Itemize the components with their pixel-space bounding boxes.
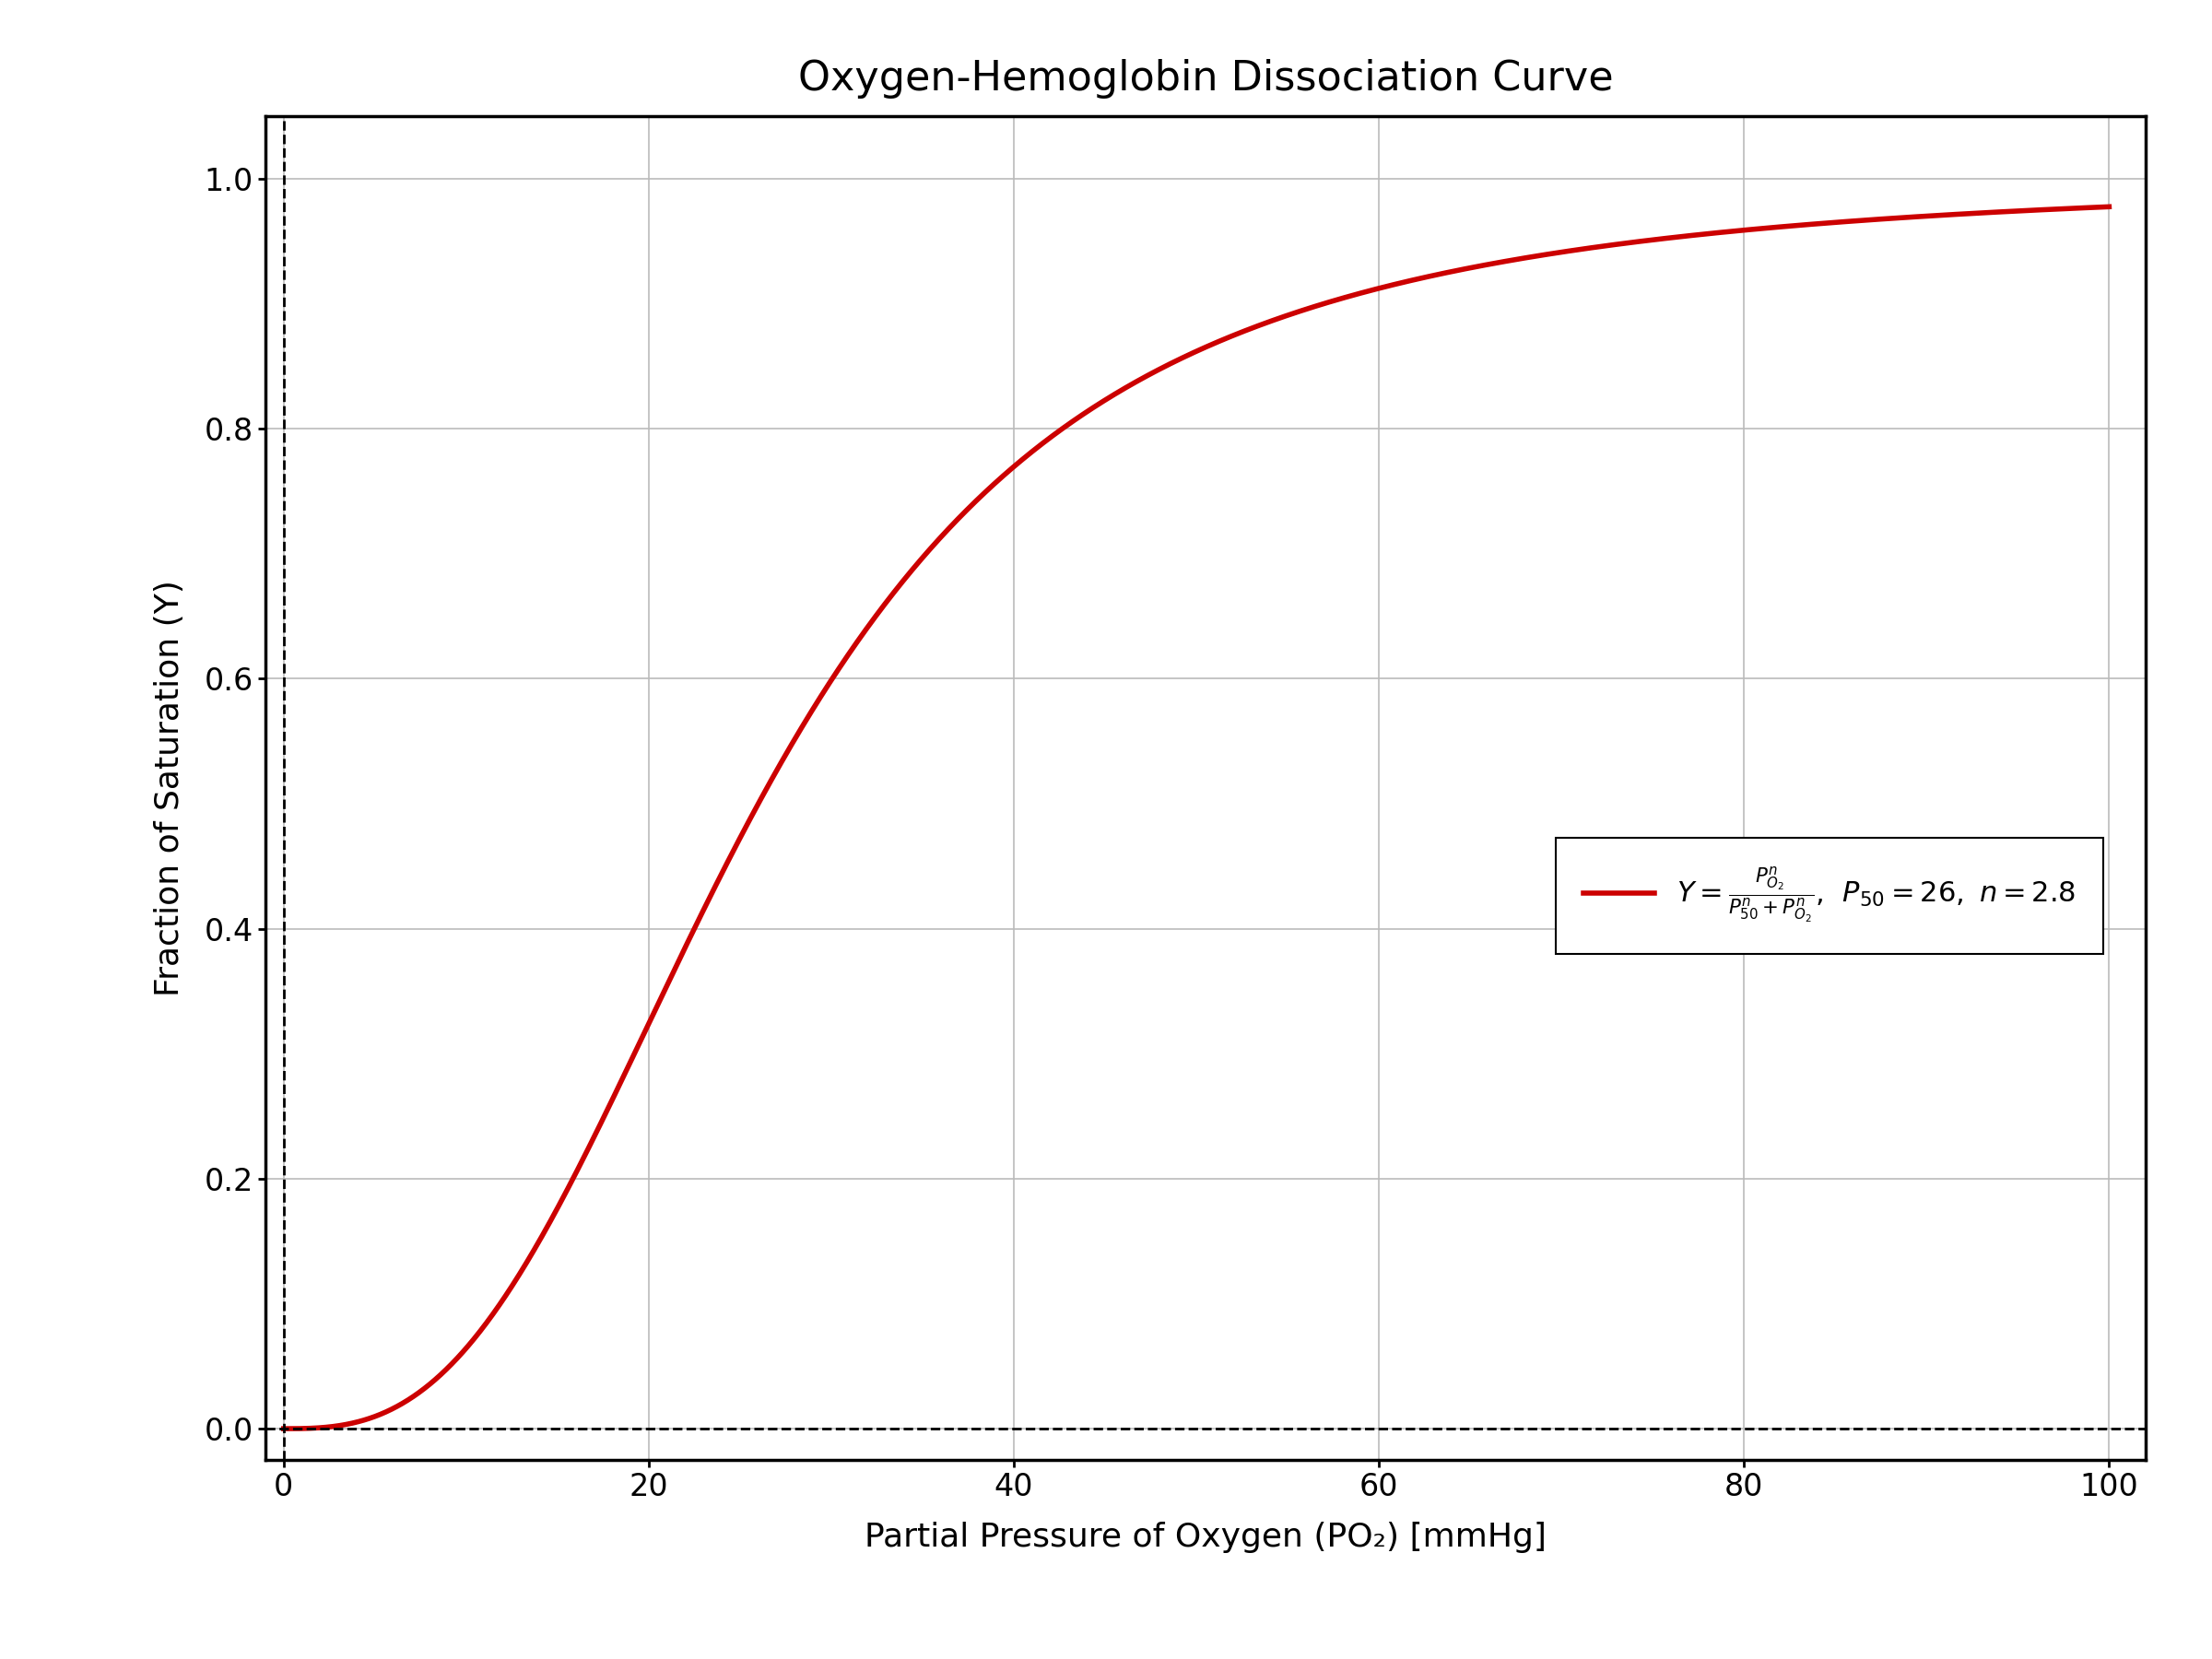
Legend: $Y = \frac{P_{O_2}^n}{P_{50}^n + P_{O_2}^n}$,  $P_{50} = 26,\ n = 2.8$: $Y = \frac{P_{O_2}^n}{P_{50}^n + P_{O_2}… [1555, 838, 2104, 954]
Y-axis label: Fraction of Saturation (Y): Fraction of Saturation (Y) [153, 579, 186, 997]
Title: Oxygen-Hemoglobin Dissociation Curve: Oxygen-Hemoglobin Dissociation Curve [799, 60, 1613, 100]
X-axis label: Partial Pressure of Oxygen (PO₂) [mmHg]: Partial Pressure of Oxygen (PO₂) [mmHg] [865, 1521, 1546, 1553]
